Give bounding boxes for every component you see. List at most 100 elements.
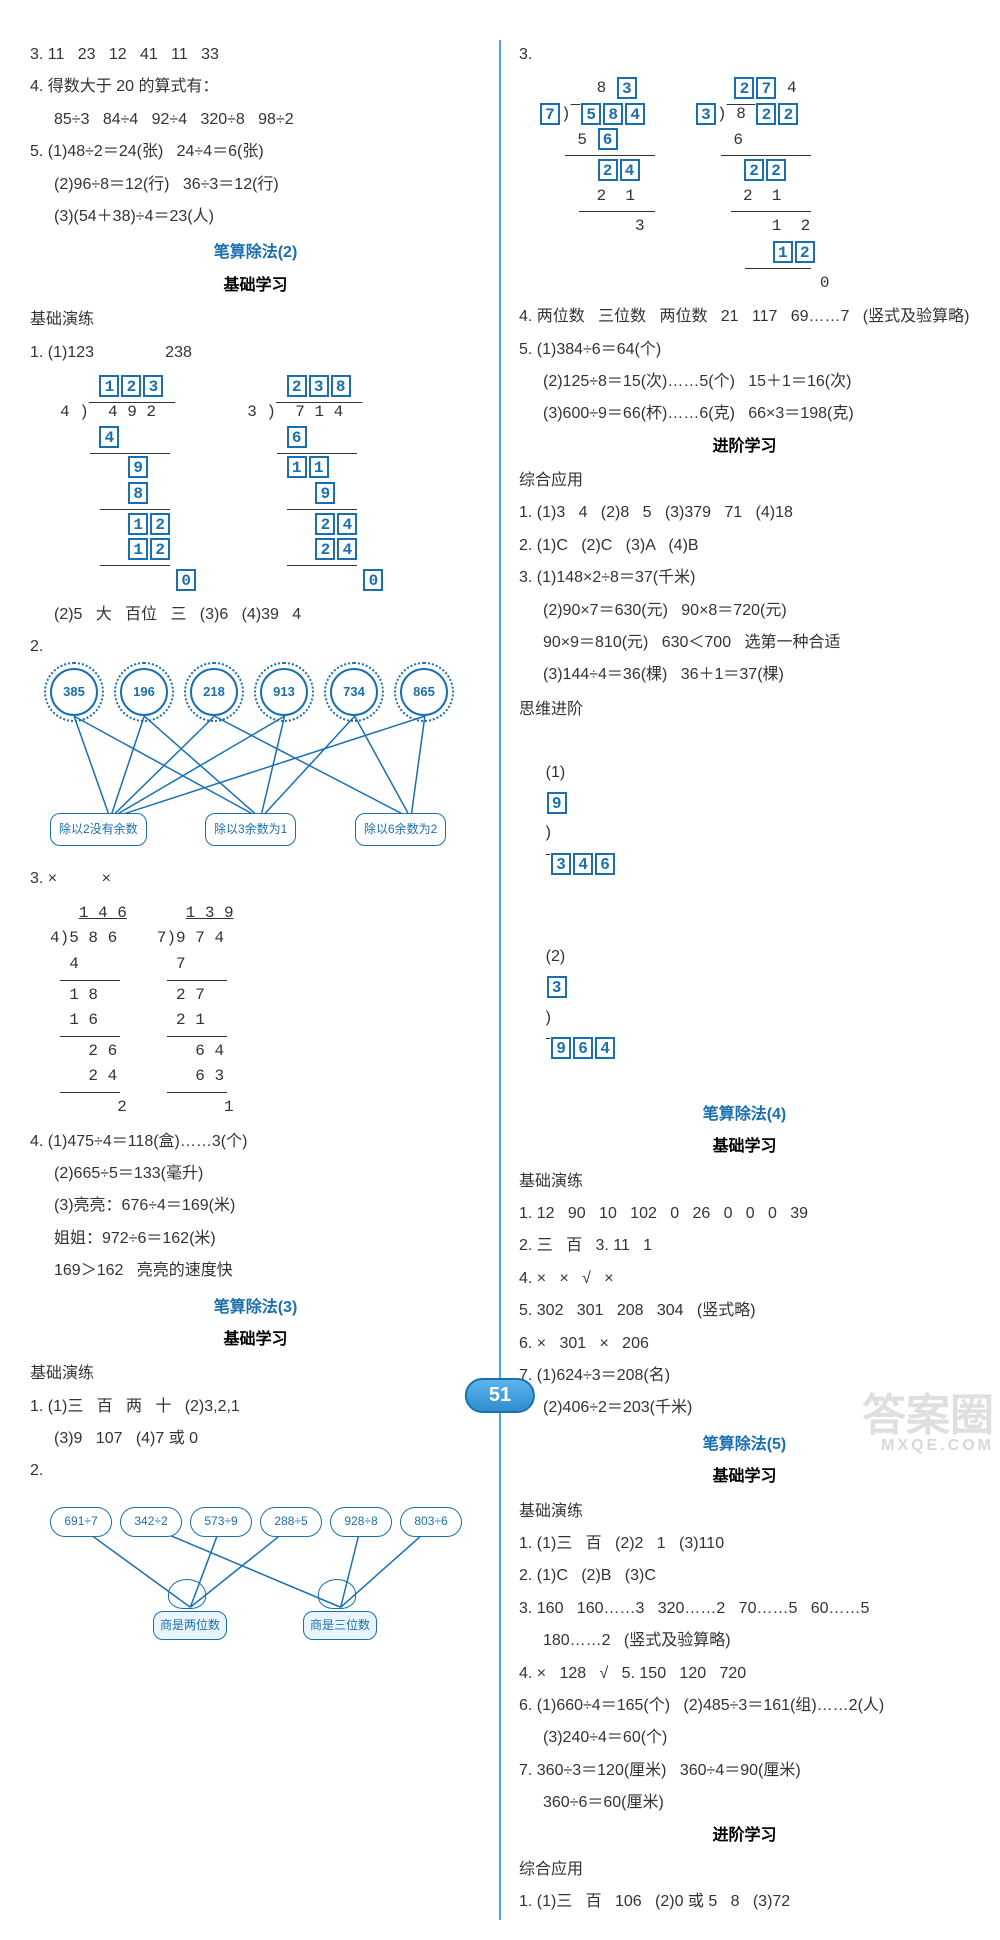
long-division-pair: 1 4 6 4)5 8 6 4 1 8 1 6 2 6 2 4 2 1 3 9 … [50, 901, 481, 1121]
text-line: (2)90×7＝630(元) 90×8＝720(元) [519, 596, 970, 626]
text-line: 4. 两位数 三位数 两位数 21 117 69……7 (竖式及验算略) [519, 302, 970, 332]
step-digit: 9 [128, 456, 148, 478]
divisor-box: 3 [547, 976, 567, 998]
text-line: 1. (1)三 百 两 十 (2)3,2,1 [30, 1392, 481, 1422]
text-line: 2. [30, 632, 481, 662]
heading: 基础演练 [519, 1497, 970, 1527]
step-digit: 1 [128, 538, 148, 560]
sun-node: 734 [330, 668, 378, 716]
step: 1 6 [69, 1011, 98, 1029]
target-box: 除以2没有余数 [50, 813, 147, 846]
text-line: 1. (1)3 4 (2)8 5 (3)379 71 (4)18 [519, 498, 970, 528]
quotient-digit: 2 [121, 375, 141, 397]
divisor: 4 [50, 929, 60, 947]
step-digit: 6 [287, 426, 307, 448]
section-title: 笔算除法(2) [30, 238, 481, 268]
cat-label: 商是三位数 [303, 1611, 377, 1640]
text-line: 5. (1)384÷6＝64(个) [519, 335, 970, 365]
label: (2) [546, 948, 566, 965]
fish-node: 342÷2 [120, 1507, 182, 1537]
step-digit: 4 [620, 159, 640, 181]
text-line: 2. 三 百 3. 11 1 [519, 1231, 970, 1261]
sw-line-1: (1) 9 ) 346 [519, 727, 970, 909]
sun-node: 196 [120, 668, 168, 716]
text-line: 169＞162 亮亮的速度快 [30, 1256, 481, 1286]
dividend: 7 1 4 [295, 403, 343, 421]
divisor: 3 [247, 403, 257, 421]
watermark: 答案圈 MXQE.COM [862, 1394, 994, 1454]
text-line: 3. 11 23 12 41 11 33 [30, 40, 481, 70]
matching-diagram-1: 385 196 218 913 734 865 除以2没有余数 除以3余数为1 … [40, 668, 481, 858]
quotient: 1 3 9 [186, 904, 234, 922]
step-digit: 6 [598, 128, 618, 150]
text-line: 360÷6＝60(厘米) [519, 1788, 970, 1818]
text-line: (3)144÷4＝36(棵) 36＋1＝37(棵) [519, 660, 970, 690]
step-digit: 2 [315, 538, 335, 560]
step-digit: 4 [337, 538, 357, 560]
divisor: 7 [157, 929, 167, 947]
step: 1 2 [772, 217, 810, 235]
digit-box: 4 [573, 853, 593, 875]
text-line: 5. (1)48÷2＝24(张) 24÷4＝6(张) [30, 137, 481, 167]
quotient-digit: 8 [331, 375, 351, 397]
label: (1) [546, 764, 566, 781]
sw-line-2: (2) 3 ) 964 [519, 912, 970, 1094]
left-column: 3. 11 23 12 41 11 33 4. 得数大于 20 的算式有： 85… [30, 40, 481, 1920]
step-digit: 4 [99, 426, 119, 448]
step-digit: 0 [363, 569, 383, 591]
dividend-digit: 2 [756, 103, 776, 125]
text-line: 90×9＝810(元) 630＜700 选第一种合适 [519, 628, 970, 658]
step: 7 [176, 955, 186, 973]
step-digit: 1 [309, 456, 329, 478]
text-line: 85÷3 84÷4 92÷4 320÷8 98÷2 [30, 105, 481, 135]
cat-label: 商是两位数 [153, 1611, 227, 1640]
step: 2 [117, 1098, 127, 1116]
quotient-digit: 2 [287, 375, 307, 397]
step-digit: 4 [337, 513, 357, 535]
step: 2 6 [88, 1042, 117, 1060]
step-digit: 2 [315, 513, 335, 535]
section-subtitle: 基础学习 [30, 271, 481, 301]
text-line: 5. 302 301 208 304 (竖式略) [519, 1296, 970, 1326]
step-digit: 9 [315, 482, 335, 504]
section-title: 笔算除法(3) [30, 1293, 481, 1323]
step: 1 8 [69, 986, 98, 1004]
target-box: 除以3余数为1 [205, 813, 296, 846]
section-subtitle: 进阶学习 [519, 432, 970, 462]
text-line: 3. × × [30, 864, 481, 894]
step: 3 [635, 217, 645, 235]
right-column: 3. 8 3 7) 584 5 6 24 2 1 3 27 4 3) 8 22 … [519, 40, 970, 1920]
cat-node: 商是三位数 [290, 1607, 390, 1647]
text-line: 2. [30, 1456, 481, 1486]
step: 6 3 [195, 1067, 224, 1085]
watermark-url: MXQE.COM [862, 1438, 994, 1454]
text-line: (3)240÷4＝60(个) [519, 1723, 970, 1753]
step-digit: 2 [744, 159, 764, 181]
step-digit: 8 [128, 482, 148, 504]
divisor-box: 7 [540, 103, 560, 125]
step-digit: 2 [150, 538, 170, 560]
text-line: 3. 160 160……3 320……2 70……5 60……5 [519, 1594, 970, 1624]
step: 1 [224, 1098, 234, 1116]
section-subtitle: 进阶学习 [519, 1821, 970, 1851]
section-subtitle: 基础学习 [519, 1462, 970, 1492]
step: 0 [820, 274, 830, 292]
text-line: 2. (1)C (2)C (3)A (4)B [519, 531, 970, 561]
heading: 思维进阶 [519, 695, 970, 725]
text-line: 4. × × √ × [519, 1264, 970, 1294]
dividend-digit: 4 [625, 103, 645, 125]
text-line: 1. (1)123 238 [30, 338, 481, 368]
long-division-2: 238 3 ) 7 1 4 6 11 9 24 24 0 [247, 374, 384, 594]
text-line: 1. (1)三 百 106 (2)0 或 5 8 (3)72 [519, 1887, 970, 1917]
heading: 基础演练 [519, 1167, 970, 1197]
text-line: 4. 得数大于 20 的算式有： [30, 72, 481, 102]
heading: 基础演练 [30, 1359, 481, 1389]
quotient-digit: 3 [309, 375, 329, 397]
long-division-3: 1 4 6 4)5 8 6 4 1 8 1 6 2 6 2 4 2 [50, 901, 127, 1121]
step-digit: 2 [150, 513, 170, 535]
quotient-digit: 1 [99, 375, 119, 397]
section-subtitle: 基础学习 [30, 1325, 481, 1355]
text-line: (2)125÷8＝15(次)……5(个) 15＋1＝16(次) [519, 367, 970, 397]
digit-box: 9 [551, 1037, 571, 1059]
text-line: 6. (1)660÷4＝165(个) (2)485÷3＝161(组)……2(人) [519, 1691, 970, 1721]
